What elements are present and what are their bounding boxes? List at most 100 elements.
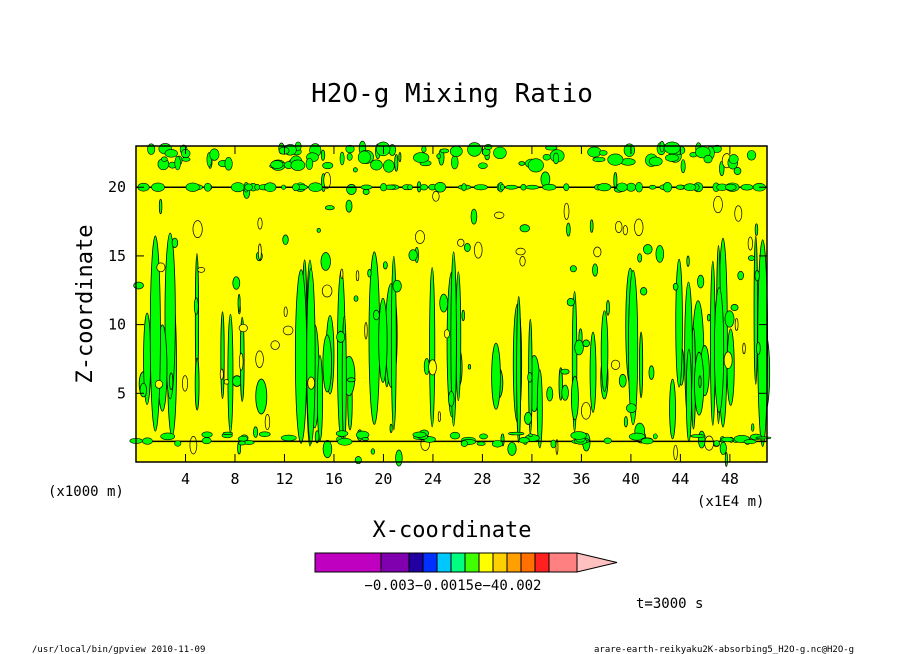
band-blob — [563, 183, 570, 192]
surface-blob — [201, 437, 212, 445]
top-layer-blob — [493, 146, 507, 160]
colorbar-arrow — [576, 552, 618, 573]
anomaly-blob — [473, 241, 483, 259]
anomaly-plume — [164, 232, 176, 400]
anomaly-blob — [264, 413, 271, 431]
anomaly-blob — [461, 309, 465, 322]
anomaly-blob — [751, 423, 755, 432]
anomaly-blob — [395, 449, 403, 467]
anomaly-blob — [255, 350, 264, 368]
colorbar-segment — [492, 552, 508, 573]
band-blob — [380, 183, 388, 192]
band-blob — [244, 183, 253, 191]
anomaly-blob — [742, 342, 746, 355]
anomaly-plume — [294, 269, 308, 444]
x-tick-label: 12 — [275, 470, 293, 488]
anomaly-blob — [723, 351, 733, 369]
colorbar-segment — [548, 552, 578, 573]
surface-blob — [652, 433, 658, 440]
anomaly-plume — [536, 369, 543, 449]
top-layer-blob — [467, 142, 482, 157]
band-blob — [461, 183, 467, 192]
anomaly-blob — [382, 261, 388, 270]
anomaly-blob — [754, 223, 759, 236]
surface-blob — [222, 431, 233, 436]
top-layer-blob — [746, 150, 757, 161]
surface-blob — [337, 437, 353, 446]
anomaly-blob — [507, 442, 517, 456]
anomaly-plume — [714, 287, 725, 413]
surface-blob — [479, 433, 488, 440]
band-blob — [542, 183, 557, 191]
anomaly-blob — [192, 220, 203, 239]
anomaly-plume — [516, 295, 522, 443]
surface-blob — [743, 439, 757, 445]
top-layer-blob — [161, 156, 168, 162]
anomaly-blob — [724, 310, 735, 328]
y-axis: 5 10 15 20 — [108, 178, 767, 402]
anomaly-blob — [560, 368, 570, 375]
plot-area — [129, 140, 772, 467]
anomaly-blob — [623, 416, 628, 428]
surface-blob — [491, 440, 503, 448]
band-blob — [675, 184, 685, 190]
anomaly-blob — [470, 208, 478, 225]
band-blob — [505, 184, 518, 190]
anomaly-plume — [378, 297, 388, 383]
anomaly-plume — [368, 251, 381, 425]
anomaly-blob — [457, 238, 465, 247]
anomaly-plumes — [133, 140, 771, 467]
anomaly-blob — [408, 249, 418, 261]
anomaly-blob — [345, 199, 353, 213]
band-blob — [230, 182, 245, 193]
surface-blob — [201, 431, 213, 438]
band-blob — [616, 182, 628, 192]
top-layer-blob — [421, 145, 427, 153]
anomaly-blob — [626, 403, 637, 414]
anomaly-blob — [219, 368, 224, 381]
top-layer-blob — [209, 148, 220, 161]
colorbar-segment — [534, 552, 550, 573]
anomaly-blob — [139, 382, 148, 398]
anomaly-blob — [672, 282, 679, 291]
x-axis: 4 8 12 16 20 24 28 32 36 40 44 48 — [181, 146, 739, 488]
surface-blob — [460, 440, 468, 447]
anomaly-blob — [518, 161, 526, 166]
anomaly-blob — [569, 265, 577, 273]
anomaly-blob — [320, 252, 331, 271]
anomaly-blob — [436, 153, 441, 159]
anomaly-blob — [527, 372, 533, 383]
top-layer-blob — [484, 143, 493, 151]
top-layer-blob — [478, 162, 488, 169]
x-tick-label: 48 — [721, 470, 739, 488]
anomaly-blob — [615, 220, 623, 233]
surface-blob — [550, 439, 557, 449]
anomaly-blob — [555, 439, 559, 455]
anomaly-blob — [169, 372, 174, 391]
band-blob — [525, 184, 539, 190]
footer-right: arare-earth-reikyaku2K-absorbing5_H2O-g.… — [594, 645, 854, 654]
anomaly-blob — [733, 167, 742, 175]
anomaly-blob — [364, 321, 368, 340]
anomaly-plume — [675, 258, 683, 388]
anomaly-blob — [747, 236, 753, 251]
anomaly-blob — [352, 167, 358, 173]
anomaly-blob — [697, 274, 705, 289]
x-tick-label: 32 — [523, 470, 541, 488]
anomaly-blob — [581, 402, 592, 420]
x-unit-right: (x1E4 m) — [697, 494, 764, 510]
surface-blob — [528, 433, 533, 437]
anomaly-plume — [570, 375, 579, 421]
surface-blob — [280, 434, 297, 442]
anomaly-blob — [428, 359, 437, 376]
band-blob — [264, 182, 277, 193]
anomaly-blob — [367, 268, 372, 278]
anomaly-plume — [669, 378, 676, 440]
band-blob — [407, 184, 413, 191]
top-layer-blob — [527, 158, 544, 173]
anomaly-blob — [320, 149, 326, 161]
band-blob — [473, 184, 488, 191]
anomaly-blob — [643, 244, 653, 255]
band-blob — [740, 183, 754, 191]
anomaly-blob — [713, 195, 723, 214]
